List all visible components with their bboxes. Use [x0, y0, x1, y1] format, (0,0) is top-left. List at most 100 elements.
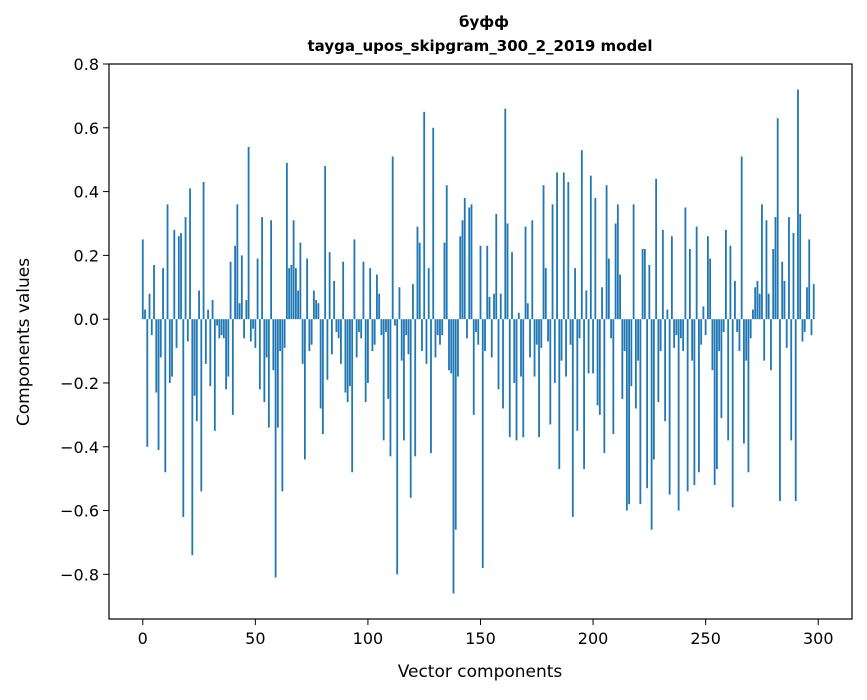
bar-component-43	[238, 303, 241, 320]
bar-component-151	[481, 319, 484, 568]
bar-component-102	[371, 319, 374, 352]
bar-component-205	[603, 319, 606, 454]
bar-component-76	[312, 290, 315, 320]
bar-component-73	[306, 258, 309, 320]
bar-component-286	[785, 319, 788, 348]
bar-component-265	[738, 319, 741, 352]
bar-component-71	[301, 319, 304, 364]
bar-component-162	[506, 223, 509, 320]
bar-component-103	[373, 319, 376, 345]
bar-component-78	[317, 303, 320, 320]
y-tick-label: 0.6	[74, 119, 99, 138]
bar-component-290	[794, 319, 797, 501]
bar-component-237	[675, 319, 678, 336]
bar-component-21	[189, 188, 191, 320]
bar-component-285	[783, 280, 786, 320]
bar-component-193	[576, 319, 579, 431]
bar-component-29	[207, 309, 209, 320]
bar-component-275	[761, 204, 763, 320]
bar-component-51	[256, 258, 259, 320]
y-tick-label: 0.8	[74, 55, 99, 74]
bar-component-148	[475, 319, 477, 332]
bar-component-110	[389, 319, 392, 457]
bar-component-297	[810, 319, 813, 336]
bar-component-72	[303, 319, 306, 460]
bar-component-66	[290, 264, 293, 320]
bar-component-173	[531, 220, 534, 320]
bar-component-209	[612, 319, 615, 434]
bar-component-224	[646, 319, 649, 489]
bar-component-98	[362, 261, 365, 320]
bar-component-291	[797, 89, 799, 320]
bar-component-259	[725, 229, 727, 320]
bar-component-258	[722, 319, 725, 332]
x-tick-label: 300	[803, 629, 834, 648]
bar-component-244	[691, 319, 694, 361]
bar-component-150	[479, 245, 482, 320]
bar-component-158	[497, 319, 500, 390]
bar-component-296	[808, 239, 811, 320]
bar-component-30	[209, 319, 212, 387]
bar-component-189	[567, 182, 570, 320]
bar-component-135	[445, 185, 448, 320]
bar-component-116	[403, 319, 405, 441]
bar-component-283	[779, 319, 781, 501]
bar-component-250	[704, 319, 707, 336]
bar-component-202	[596, 319, 599, 406]
bar-component-96	[358, 319, 360, 332]
bar-component-81	[324, 166, 327, 320]
bar-component-199	[589, 175, 592, 320]
bar-component-113	[396, 319, 399, 575]
bar-component-149	[477, 319, 480, 345]
bar-component-105	[378, 293, 381, 320]
bar-component-74	[308, 319, 311, 352]
bar-component-207	[607, 258, 610, 320]
y-axis-label: Components values	[14, 258, 34, 426]
bars-layer	[141, 89, 815, 594]
bar-component-251	[707, 236, 709, 320]
bar-component-277	[765, 220, 768, 320]
bar-component-42	[236, 204, 239, 320]
bar-component-215	[625, 319, 628, 511]
bar-component-213	[621, 319, 624, 399]
bar-component-5	[153, 264, 155, 320]
bar-component-20	[186, 319, 189, 342]
bar-component-273	[756, 280, 759, 320]
bar-component-257	[720, 319, 723, 419]
bar-component-284	[781, 261, 784, 320]
bar-component-119	[409, 319, 412, 498]
bar-component-231	[661, 229, 664, 320]
bar-component-282	[776, 118, 779, 320]
bar-component-2	[146, 319, 149, 447]
bar-component-58	[272, 319, 275, 371]
bar-component-63	[283, 319, 286, 348]
bar-component-186	[560, 319, 563, 361]
bar-component-117	[405, 319, 408, 336]
bar-component-23	[193, 319, 196, 396]
bar-component-164	[511, 252, 513, 320]
bar-component-7	[157, 319, 160, 450]
bar-component-208	[610, 319, 612, 339]
x-tick-label: 150	[465, 629, 496, 648]
bar-component-203	[598, 319, 601, 415]
bar-component-100	[367, 319, 369, 383]
bar-component-94	[353, 239, 356, 320]
bar-component-120	[412, 284, 414, 320]
bar-component-28	[204, 319, 207, 364]
bar-component-60	[276, 319, 279, 428]
bar-component-214	[623, 319, 626, 352]
bar-component-19	[184, 217, 187, 320]
bar-component-228	[655, 178, 658, 320]
bar-component-175	[535, 319, 538, 345]
bar-component-243	[688, 249, 691, 320]
bar-component-167	[517, 312, 520, 320]
bar-component-121	[414, 319, 417, 457]
bar-component-128	[430, 319, 432, 454]
bar-component-154	[488, 296, 491, 320]
bar-component-288	[790, 319, 793, 441]
bar-component-218	[632, 204, 635, 320]
bar-component-15	[175, 319, 178, 348]
bar-component-184	[556, 172, 558, 320]
bar-component-225	[648, 264, 651, 320]
